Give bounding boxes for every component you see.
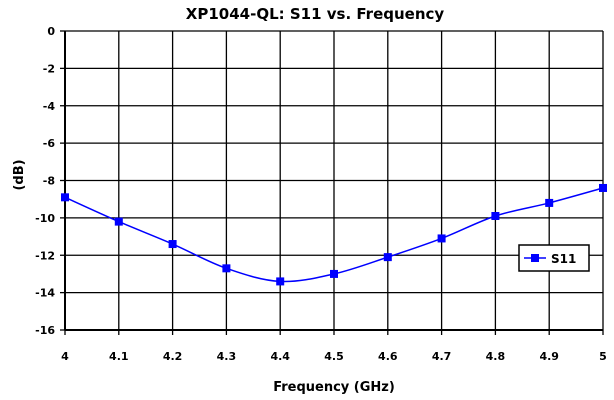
chart-title: XP1044-QL: S11 vs. Frequency xyxy=(186,5,445,23)
data-point xyxy=(383,253,392,262)
legend-label: S11 xyxy=(551,252,576,266)
x-tick-label: 4.9 xyxy=(539,350,559,363)
legend: S11 xyxy=(518,244,590,272)
x-tick-label: 4.1 xyxy=(109,350,129,363)
data-point xyxy=(114,217,123,226)
y-tick-label: -4 xyxy=(43,100,56,113)
x-tick-label: 4.3 xyxy=(217,350,237,363)
y-axis-label: (dB) xyxy=(12,159,27,190)
x-tick-label: 4.4 xyxy=(270,350,290,363)
y-tick-label: 0 xyxy=(47,25,55,38)
x-tick-label: 4 xyxy=(61,350,69,363)
series-points xyxy=(61,183,607,286)
plot-frame xyxy=(64,31,603,331)
data-point xyxy=(599,183,607,192)
x-tick-label: 4.6 xyxy=(378,350,398,363)
gridlines xyxy=(60,30,604,335)
y-tick-label: -2 xyxy=(43,62,55,75)
data-point xyxy=(276,277,285,286)
y-tick-label: -12 xyxy=(35,249,55,262)
data-point xyxy=(330,269,338,278)
data-point xyxy=(545,198,554,207)
x-tick-label: 4.5 xyxy=(324,350,344,363)
x-tick-label: 4.7 xyxy=(432,350,452,363)
y-tick-labels: 0 -2 -4 -6 -8 -10 -12 -14 -16 xyxy=(35,25,55,337)
y-tick-label: -6 xyxy=(43,137,56,150)
x-tick-labels: 4 4.1 4.2 4.3 4.4 4.5 4.6 4.7 4.8 4.9 5 xyxy=(61,350,607,363)
data-point xyxy=(61,193,69,202)
data-point xyxy=(168,240,177,249)
y-tick-label: -8 xyxy=(43,175,55,188)
y-tick-label: -14 xyxy=(35,287,55,300)
legend-marker xyxy=(531,254,539,262)
data-point xyxy=(437,234,446,243)
data-point xyxy=(491,212,500,221)
x-axis-label: Frequency (GHz) xyxy=(273,380,395,395)
x-tick-label: 4.2 xyxy=(163,350,183,363)
y-tick-label: -10 xyxy=(35,212,55,225)
y-tick-label: -16 xyxy=(35,324,55,337)
x-tick-label: 4.8 xyxy=(486,350,506,363)
x-tick-label: 5 xyxy=(599,350,607,363)
data-point xyxy=(222,264,231,273)
